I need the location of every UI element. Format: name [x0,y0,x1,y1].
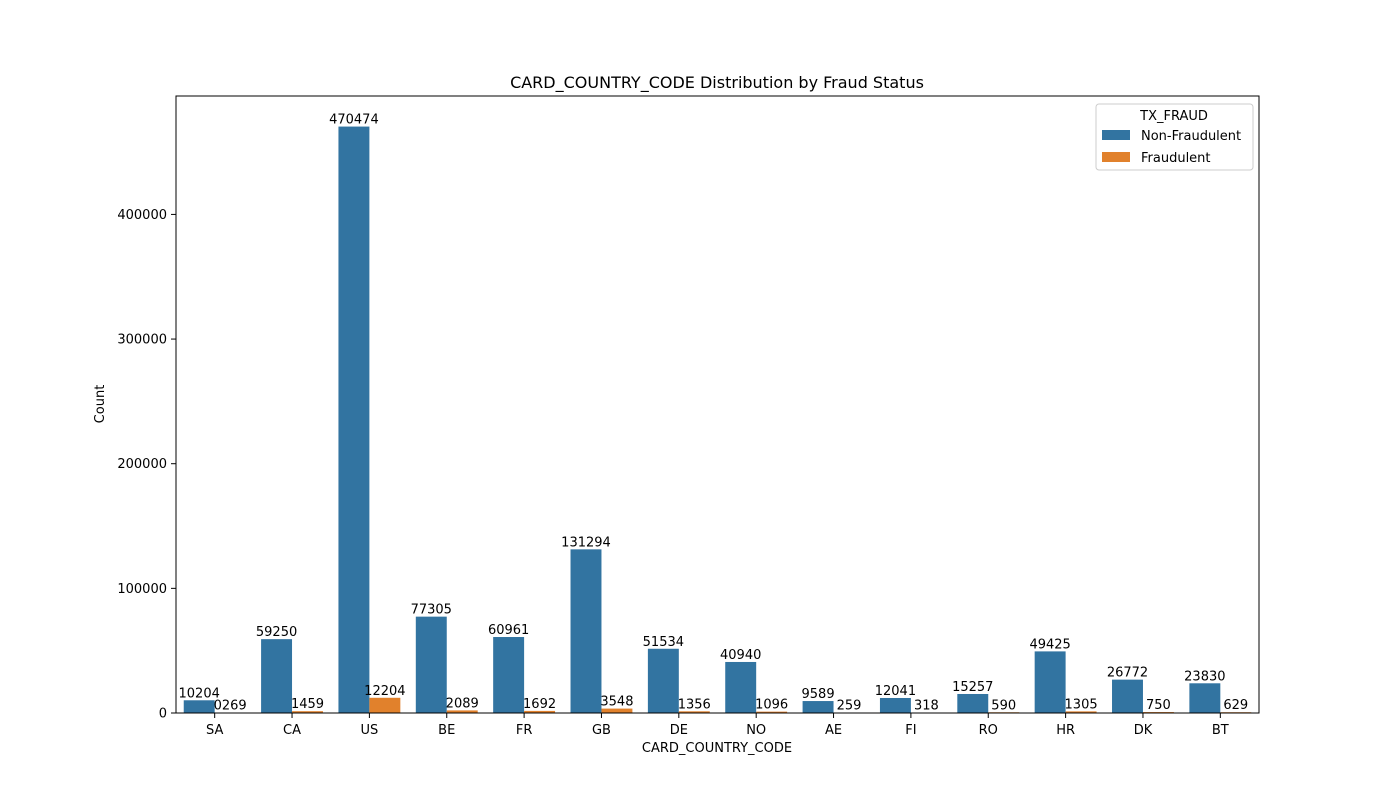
x-tick-label-sa: SA [206,723,223,738]
x-axis: SA CA US BE FR GB DE NO AE FI RO HR DK BT [206,713,1229,738]
bar-non-fraudulent-no [725,661,757,713]
x-tick-label-ca: CA [283,723,301,738]
x-tick-label-fi: FI [905,723,916,738]
x-tick-label-ae: AE [825,723,842,738]
data-label-fraudulent-gb: 3548 [600,695,633,710]
legend-swatch-non-fraudulent [1102,130,1130,140]
bar-non-fraudulent-be [415,616,447,713]
bar-non-fraudulent-fi [879,697,911,713]
x-tick-label-no: NO [746,723,766,738]
bars-group [183,126,1252,713]
data-label-non-fraudulent-no: 40940 [720,648,761,663]
bar-non-fraudulent-de [647,648,679,713]
x-tick-label-de: DE [670,723,688,738]
y-tick-label: 100000 [117,582,167,597]
data-label-fraudulent-bt: 629 [1223,698,1248,713]
x-tick-label-dk: DK [1134,723,1153,738]
bar-fraudulent-hr [1065,711,1097,713]
x-tick-label-ro: RO [979,723,998,738]
y-axis: 0 100000 200000 300000 400000 [117,208,176,722]
x-tick-label-us: US [361,723,379,738]
x-tick-label-bt: BT [1212,723,1229,738]
bar-fraudulent-be [446,710,478,713]
data-label-non-fraudulent-ro: 15257 [952,680,993,695]
data-label-non-fraudulent-dk: 26772 [1107,666,1148,681]
bar-non-fraudulent-gb [570,549,602,713]
bar-non-fraudulent-ro [957,693,989,713]
data-label-non-fraudulent-sa: 10204 [179,686,220,701]
bar-non-fraudulent-fr [493,637,525,713]
legend-label-non-fraudulent: Non-Fraudulent [1141,129,1241,144]
y-tick-label: 400000 [117,208,167,223]
plot-frame [175,95,1260,714]
bar-fraudulent-ca [292,711,323,713]
data-label-non-fraudulent-fi: 12041 [875,684,916,699]
data-label-non-fraudulent-fr: 60961 [488,623,529,638]
data-label-fraudulent-ro: 590 [991,698,1016,713]
legend: TX_FRAUD Non-Fraudulent Fraudulent [1095,103,1254,171]
data-label-fraudulent-ae: 259 [837,699,862,714]
data-label-non-fraudulent-hr: 49425 [1029,637,1070,652]
y-tick-label: 200000 [117,457,167,472]
x-tick-label-fr: FR [516,723,533,738]
data-label-fraudulent-dk: 750 [1146,698,1171,713]
bar-fraudulent-us [369,697,401,713]
bar-non-fraudulent-hr [1034,651,1066,713]
bar-non-fraudulent-us [338,126,370,713]
data-label-fraudulent-hr: 1305 [1065,697,1098,712]
data-label-fraudulent-no: 1096 [755,698,788,713]
data-label-non-fraudulent-gb: 131294 [561,535,611,550]
legend-swatch-fraudulent [1102,152,1130,162]
bar-fraudulent-no [756,711,788,713]
bar-non-fraudulent-ae [802,701,834,713]
data-label-fraudulent-fi: 318 [914,699,939,714]
x-axis-label: CARD_COUNTRY_CODE [642,741,792,756]
data-label-fraudulent-be: 2089 [446,696,479,711]
y-tick-label: 300000 [117,333,167,348]
data-label-non-fraudulent-de: 51534 [643,635,684,650]
y-tick-label: 0 [159,707,167,722]
data-label-non-fraudulent-us: 470474 [329,113,379,128]
data-label-non-fraudulent-ca: 59250 [256,625,297,640]
legend-label-fraudulent: Fraudulent [1141,151,1211,166]
y-axis-label: Count [93,385,108,424]
data-label-fraudulent-us: 12204 [364,684,405,699]
bar-non-fraudulent-bt [1189,683,1221,713]
x-tick-label-gb: GB [592,723,611,738]
data-label-fraudulent-sa: 0269 [214,699,247,714]
data-label-fraudulent-de: 1356 [678,697,711,712]
bar-fraudulent-de [678,711,710,713]
data-label-fraudulent-fr: 1692 [523,697,556,712]
data-label-non-fraudulent-be: 77305 [411,603,452,618]
bar-labels-group: 10204 59250 470474 77305 60961 131294 51534 409… [179,113,1249,714]
bar-fraudulent-fr [524,710,556,713]
data-label-fraudulent-ca: 1459 [291,697,324,712]
legend-box [1095,103,1254,171]
chart-title: CARD_COUNTRY_CODE Distribution by Fraud … [510,73,924,93]
bar-non-fraudulent-sa [183,700,215,713]
bar-non-fraudulent-ca [261,639,293,713]
data-label-non-fraudulent-ae: 9589 [802,687,835,702]
x-tick-label-hr: HR [1056,723,1075,738]
x-tick-label-be: BE [438,723,455,738]
bar-non-fraudulent-dk [1112,679,1143,713]
data-label-non-fraudulent-bt: 23830 [1184,669,1225,684]
legend-title: TX_FRAUD [1139,109,1208,124]
bar-fraudulent-gb [601,708,633,713]
